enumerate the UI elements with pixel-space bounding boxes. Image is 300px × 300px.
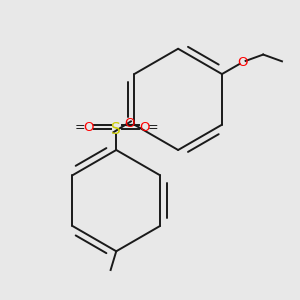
Text: =: = (75, 121, 85, 134)
Text: O: O (83, 121, 93, 134)
Text: O: O (124, 117, 134, 130)
Text: O: O (237, 56, 248, 69)
Text: =: = (147, 121, 158, 134)
Text: S: S (111, 122, 121, 137)
Text: O: O (139, 121, 150, 134)
